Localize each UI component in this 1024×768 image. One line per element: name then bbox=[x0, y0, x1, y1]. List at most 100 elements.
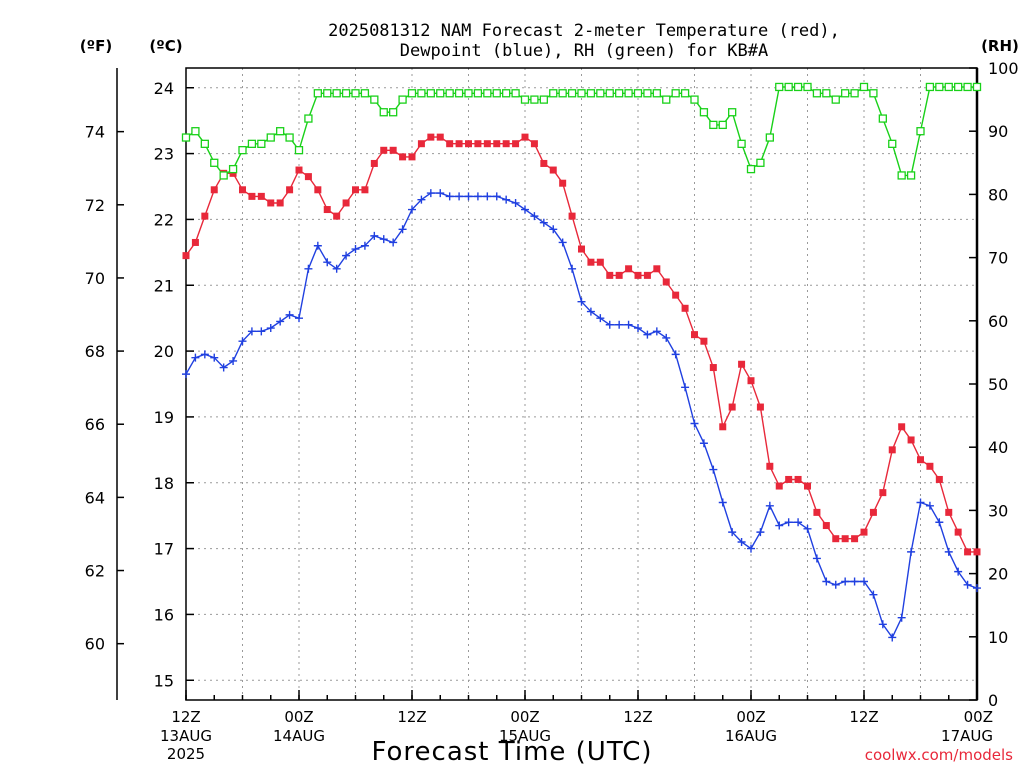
dewpoint-point bbox=[229, 356, 238, 365]
dewpoint-point bbox=[916, 498, 925, 507]
rh-point bbox=[285, 133, 294, 142]
temperature-point bbox=[926, 462, 934, 470]
temperature-point bbox=[333, 212, 341, 220]
fahrenheit-tick-label: 70 bbox=[85, 269, 105, 288]
temperature-point bbox=[239, 186, 246, 194]
dewpoint-point bbox=[841, 577, 850, 586]
dewpoint-point bbox=[831, 580, 840, 589]
dewpoint-point bbox=[238, 337, 247, 346]
temperature-point bbox=[549, 166, 557, 174]
temperature-point bbox=[427, 133, 435, 141]
rh-point bbox=[417, 89, 426, 98]
temperature-point bbox=[709, 364, 717, 372]
rh-point bbox=[436, 89, 445, 98]
temperature-point bbox=[888, 446, 896, 454]
temperature-point bbox=[917, 456, 924, 464]
rh-point bbox=[200, 139, 209, 148]
dewpoint-point bbox=[812, 554, 821, 563]
tick-labels: 15 16 17 18 19 20 21 22 23 24 60 62 64 66 68 70 72 74 0 10 2… bbox=[85, 59, 1019, 763]
dewpoint-point bbox=[276, 317, 285, 326]
dewpoint-point bbox=[464, 192, 473, 201]
rh-point bbox=[728, 108, 737, 117]
fahrenheit-tick-label: 62 bbox=[85, 562, 105, 581]
temperature-point bbox=[474, 140, 482, 148]
rh-point bbox=[633, 89, 643, 98]
rh-point bbox=[549, 89, 558, 98]
rh-point bbox=[454, 89, 464, 98]
temperature-point bbox=[841, 535, 849, 543]
dewpoint-point bbox=[756, 528, 765, 537]
temperature-point bbox=[700, 337, 708, 345]
temperature-point bbox=[521, 133, 529, 141]
temperature-point bbox=[747, 377, 755, 385]
temperature-point bbox=[493, 140, 501, 148]
rh-tick-label: 50 bbox=[988, 375, 1008, 394]
markers-layer bbox=[181, 82, 982, 642]
rh-point bbox=[822, 89, 831, 98]
temperature-point bbox=[662, 278, 670, 286]
rh-point bbox=[869, 89, 878, 98]
fahrenheit-tick-label: 72 bbox=[85, 196, 105, 215]
temperature-point bbox=[229, 169, 237, 177]
rh-tick-label: 90 bbox=[988, 122, 1008, 141]
temperature-point bbox=[399, 153, 407, 161]
fahrenheit-unit-label: (ºF) bbox=[80, 37, 112, 55]
celsius-tick-label: 21 bbox=[154, 276, 174, 295]
x-tick-label: 12Z bbox=[171, 708, 200, 726]
series-line-dewpoint bbox=[185, 192, 978, 639]
temperature-point bbox=[210, 186, 218, 194]
plot-frame bbox=[185, 67, 978, 701]
temperature-point bbox=[502, 140, 510, 148]
rh-point bbox=[803, 82, 812, 92]
temperature-point bbox=[540, 159, 548, 167]
rh-point bbox=[511, 89, 520, 98]
temperature-point bbox=[879, 489, 887, 497]
fahrenheit-tick-label: 68 bbox=[85, 342, 105, 361]
temperature-point bbox=[719, 423, 727, 431]
rh-point bbox=[944, 82, 953, 92]
dewpoint-point bbox=[530, 212, 539, 221]
dewpoint-point bbox=[963, 580, 972, 589]
dewpoint-point bbox=[709, 465, 718, 474]
temperature-point bbox=[587, 258, 595, 266]
dewpoint-point bbox=[765, 501, 774, 510]
dewpoint-point bbox=[577, 297, 586, 306]
temperature-point bbox=[785, 475, 793, 483]
rh-point bbox=[304, 114, 313, 123]
rh-point bbox=[502, 89, 511, 98]
rh-point bbox=[389, 108, 398, 117]
dewpoint-point bbox=[483, 192, 492, 201]
temperature-point bbox=[352, 186, 359, 194]
rh-point bbox=[238, 146, 247, 155]
dewpoint-point bbox=[737, 538, 746, 546]
temperature-point bbox=[681, 304, 689, 312]
dewpoint-point bbox=[549, 225, 558, 234]
dewpoint-point bbox=[643, 330, 652, 339]
temperature-point bbox=[248, 192, 256, 200]
dewpoint-point bbox=[266, 324, 275, 333]
temperature-point bbox=[643, 271, 651, 279]
dewpoint-point bbox=[860, 577, 868, 586]
temperature-point bbox=[446, 140, 454, 148]
dewpoint-point bbox=[652, 327, 661, 336]
chart-title: 2025081312 NAM Forecast 2-meter Temperat… bbox=[328, 21, 840, 41]
rh-point bbox=[191, 127, 200, 136]
rh-point bbox=[850, 89, 859, 98]
temperature-point bbox=[691, 331, 698, 339]
dewpoint-point bbox=[257, 327, 266, 336]
dewpoint-point bbox=[351, 245, 360, 254]
rh-point bbox=[954, 82, 963, 92]
rh-point bbox=[398, 95, 407, 104]
x-tick-label: 00Z bbox=[510, 708, 539, 726]
temperature-point bbox=[559, 179, 567, 187]
dewpoint-point bbox=[379, 235, 388, 244]
temperature-point bbox=[408, 153, 416, 161]
temperature-point bbox=[512, 140, 520, 148]
x-tick-date-label: 14AUG bbox=[273, 727, 325, 745]
temperature-point bbox=[295, 166, 303, 174]
dewpoint-point bbox=[973, 584, 981, 593]
rh-tick-label: 70 bbox=[988, 249, 1008, 268]
rh-point bbox=[680, 89, 690, 98]
rh-tick-label: 0 bbox=[988, 691, 998, 710]
rh-point bbox=[370, 95, 379, 104]
